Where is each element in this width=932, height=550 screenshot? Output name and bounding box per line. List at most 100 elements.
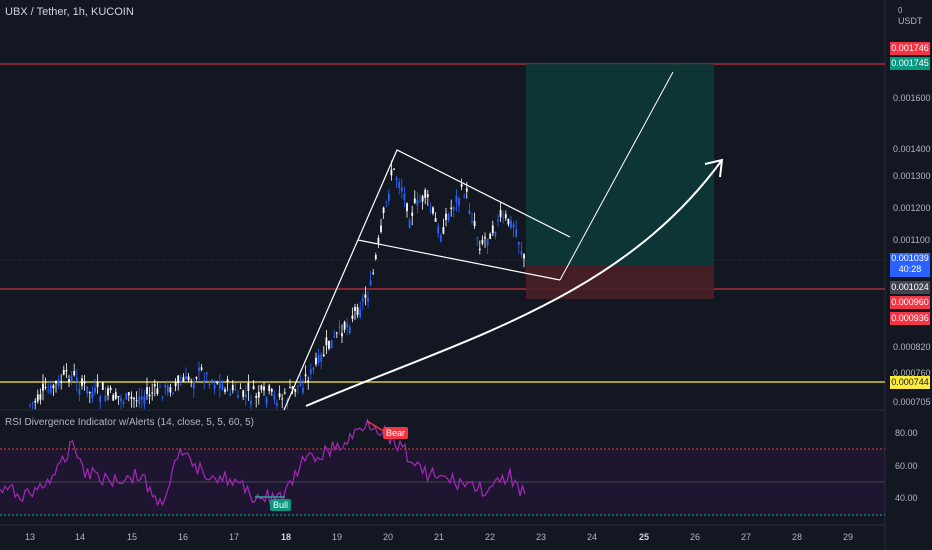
candle-body [192,381,195,389]
candle-body [88,392,91,394]
time-tick: 27 [740,532,752,542]
candle-body [460,184,463,187]
candle-body [361,298,364,302]
candle-body [432,207,434,214]
candle-body [356,306,359,315]
candle-body [380,225,382,232]
candle-body [39,394,42,400]
candle-body [317,355,320,363]
candle-body [265,397,268,405]
candle-body [473,221,476,227]
pennant-upper-line[interactable] [283,149,571,411]
price-tick: 0.001100 [893,235,930,245]
candle-body [395,177,398,181]
price-tick: 0.001400 [893,144,931,154]
candle-body [369,280,372,286]
time-tick: 13 [24,532,36,542]
candle-body [489,233,492,239]
candle-body [73,371,76,376]
candle-body [348,326,351,334]
candle-body [182,377,185,382]
candle-body [481,239,484,244]
candle-body [151,392,154,394]
candle-body [94,387,96,393]
candle-body [99,396,102,403]
candle-body [255,395,258,398]
price-tag-current[interactable]: 0.001039 40:28 [890,253,930,277]
price-tag-support[interactable]: 0.000960 [890,296,930,309]
pennant-lower-line[interactable] [357,239,561,281]
curved-arrow-head [704,158,724,178]
candle-body [359,309,362,318]
candle-body [159,386,161,388]
candle-body [374,255,377,260]
candle-body [439,235,442,242]
candle-body [218,381,221,389]
candle-body [346,323,349,328]
candle-body [385,201,388,203]
candle-body [164,385,167,388]
time-tick: 24 [586,532,598,542]
candle-body [333,335,336,337]
candle-body [57,379,60,387]
candle-body [330,340,333,349]
candle-body [146,387,148,395]
target-zone[interactable] [526,64,714,266]
time-tick: 22 [484,532,496,542]
candle-body [101,382,104,390]
price-tag-yellow-level[interactable]: 0.000744 [890,376,930,389]
candle-body [130,396,133,399]
candle-body [156,388,159,395]
time-tick: 21 [433,532,445,542]
candle-body [208,383,211,386]
candle-body [60,381,63,384]
rsi-line[interactable] [0,417,526,507]
time-tick: 26 [689,532,701,542]
candle-body [229,393,232,396]
price-tag-resistance[interactable]: 0.001746 [890,42,930,55]
candle-body [390,169,393,176]
currency-label[interactable]: 0 USDT [898,6,923,26]
candle-body [387,193,390,201]
projection-line[interactable] [559,71,674,281]
candle-body [122,401,125,404]
candle-body [468,209,471,214]
candle-body [161,396,164,398]
chart-title: UBX / Tether, 1h, KUCOIN [5,6,134,18]
price-tick: 0.001600 [893,93,931,103]
price-tag-target[interactable]: 0.001745 [890,57,930,70]
candle-body [465,188,468,192]
candle-body [335,332,338,334]
curved-arrow[interactable] [305,159,723,407]
stop-zone[interactable] [526,266,714,299]
candle-body [263,386,265,391]
candle-body [216,381,219,384]
candle-body [205,372,208,375]
candle-body [234,388,237,390]
price-tag-entry[interactable]: 0.001024 [890,281,930,294]
candle-body [307,380,310,382]
bull-badge: Bull [270,499,292,511]
candle-body [494,232,497,237]
candle-body [185,375,187,380]
candle-body [224,389,226,392]
price-tag-stop[interactable]: 0.000936 [890,312,930,325]
candle-body [393,168,395,170]
time-tick: 20 [382,532,394,542]
candle-body [289,387,291,389]
candle-body [252,386,255,390]
candle-body [86,386,89,394]
rsi-tick: 40.00 [895,493,918,503]
candle-body [338,326,341,328]
candle-body [442,227,445,234]
candle-body [437,226,440,234]
candle-body [75,377,78,382]
candle-body [148,394,151,397]
candle-body [247,382,250,391]
candle-body [476,237,479,239]
candle-body [250,400,252,405]
rsi-indicator-title[interactable]: RSI Divergence Indicator w/Alerts (14, c… [5,417,254,428]
candle-body [195,377,198,379]
candle-body [270,388,273,392]
